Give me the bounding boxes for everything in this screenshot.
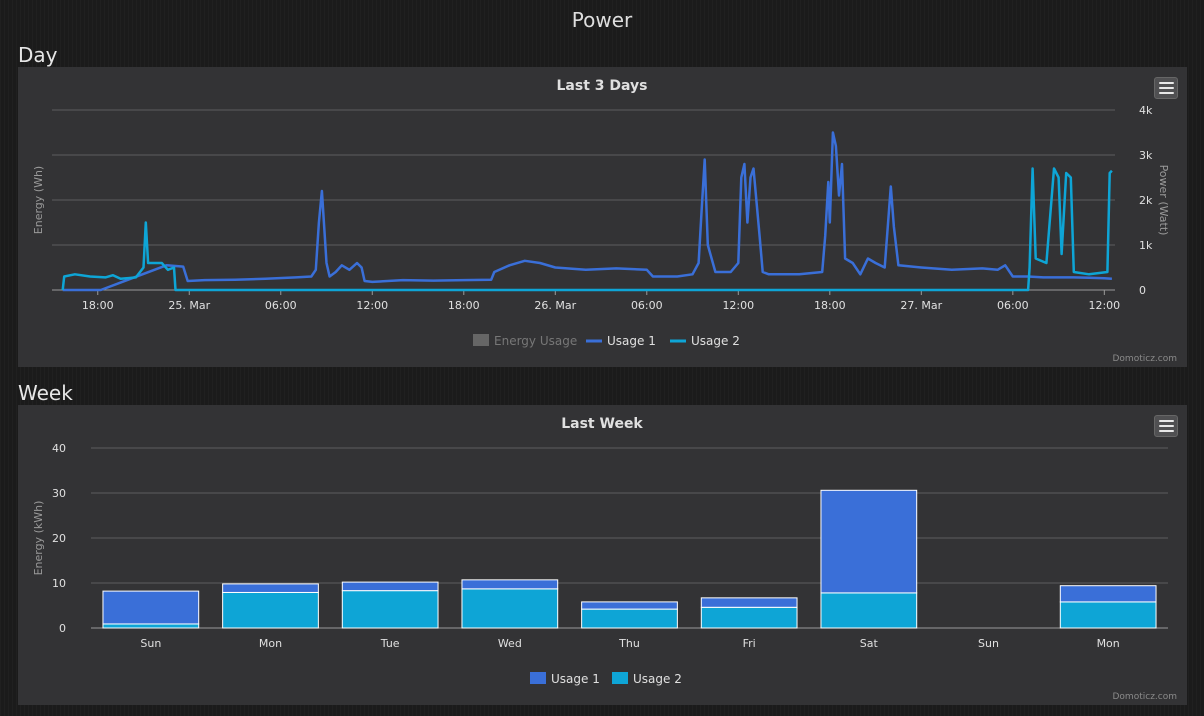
week-legend-usage-2-swatch	[612, 672, 628, 684]
day-y2-tick-label: 1k	[1139, 239, 1153, 252]
day-chart-menu-icon[interactable]	[1154, 77, 1178, 99]
day-x-tick-label: 06:00	[631, 299, 663, 312]
day-x-tick-label: 12:00	[1088, 299, 1120, 312]
page-title: Power	[571, 8, 633, 32]
day-chart: Last 3 Days 0 1k 2k 3k 4k 18:00 25. Mar 06:00 12:…	[32, 78, 1178, 364]
legend-usage-2-label[interactable]: Usage 2	[691, 334, 740, 348]
week-y-tick-label: 0	[59, 622, 66, 635]
day-y2-tick-label: 3k	[1139, 149, 1153, 162]
week-chart: Last Week 0 10 20 30 40 Energy (kWh) Sun Mon Tue W…	[32, 416, 1178, 702]
week-x-tick-label: Wed	[498, 637, 522, 650]
week-chart-credit: Domoticz.com	[1113, 692, 1178, 702]
day-y-axis-label: Energy (Wh)	[32, 166, 45, 234]
day-section-title: Day	[18, 43, 58, 67]
week-bar-usage-2	[102, 623, 200, 629]
day-x-tick-label: 27. Mar	[900, 299, 942, 312]
day-x-tick-label: 12:00	[356, 299, 388, 312]
day-x-tick-label: 25. Mar	[168, 299, 210, 312]
week-y-tick-label: 20	[52, 532, 66, 545]
week-bar-usage-1	[820, 489, 918, 594]
week-bar-usage-1	[341, 581, 439, 592]
day-x-tick-label: 06:00	[997, 299, 1029, 312]
week-bar-usage-1	[461, 579, 559, 590]
week-bar-usage-1	[700, 597, 798, 608]
day-chart-title: Last 3 Days	[557, 78, 648, 94]
week-bar-usage-2	[461, 588, 559, 629]
week-chart-title: Last Week	[561, 416, 643, 432]
week-legend-usage-1-label[interactable]: Usage 1	[551, 672, 600, 686]
week-y-tick-label: 10	[52, 577, 66, 590]
legend-usage-1-label[interactable]: Usage 1	[607, 334, 656, 348]
week-legend-usage-1-swatch	[530, 672, 546, 684]
legend-energy-usage-swatch	[473, 334, 489, 346]
week-bar-usage-1	[222, 583, 319, 593]
week-y-tick-label: 40	[52, 442, 66, 455]
week-x-tick-label: Sat	[860, 637, 879, 650]
week-bar-usage-1	[581, 601, 678, 610]
week-x-tick-label: Sun	[978, 637, 999, 650]
week-bar-usage-1	[102, 590, 200, 625]
day-y2-tick-label: 4k	[1139, 104, 1153, 117]
day-series-line-usage-2	[61, 167, 1113, 292]
day-x-tick-label: 12:00	[722, 299, 754, 312]
day-x-tick-label: 18:00	[448, 299, 480, 312]
day-series-line-usage-1	[62, 131, 1112, 292]
day-y2-axis-label: Power (Watt)	[1157, 165, 1170, 236]
week-x-tick-label: Thu	[618, 637, 640, 650]
week-bar-usage-2	[581, 608, 678, 629]
day-x-tick-label: 18:00	[82, 299, 114, 312]
week-y-tick-label: 30	[52, 487, 66, 500]
legend-energy-usage-label[interactable]: Energy Usage	[494, 334, 577, 348]
week-section-title: Week	[18, 381, 73, 405]
week-y-axis-label: Energy (kWh)	[32, 501, 45, 576]
day-x-tick-label: 26. Mar	[534, 299, 576, 312]
day-chart-panel: Last 3 Days 0 1k 2k 3k 4k 18:00 25. Mar 06:00 12:…	[18, 67, 1187, 367]
week-x-tick-label: Sun	[140, 637, 161, 650]
week-x-tick-label: Tue	[380, 637, 400, 650]
day-y2-tick-label: 2k	[1139, 194, 1153, 207]
week-chart-panel: Last Week 0 10 20 30 40 Energy (kWh) Sun Mon Tue W…	[18, 405, 1187, 705]
week-bar-usage-2	[1059, 601, 1157, 629]
week-legend-usage-2-label[interactable]: Usage 2	[633, 672, 682, 686]
week-bar-usage-1	[1059, 585, 1157, 603]
week-bar-usage-2	[700, 606, 798, 629]
week-chart-menu-icon[interactable]	[1154, 415, 1178, 437]
week-bar-usage-2	[820, 592, 918, 629]
day-chart-credit: Domoticz.com	[1113, 354, 1178, 364]
week-x-tick-label: Mon	[259, 637, 282, 650]
day-x-tick-label: 06:00	[265, 299, 297, 312]
week-x-tick-label: Mon	[1097, 637, 1120, 650]
week-x-tick-label: Fri	[743, 637, 756, 650]
day-x-tick-label: 18:00	[814, 299, 846, 312]
week-bar-usage-2	[222, 591, 319, 629]
day-y2-tick-label: 0	[1139, 284, 1146, 297]
week-bar-usage-2	[341, 590, 439, 629]
